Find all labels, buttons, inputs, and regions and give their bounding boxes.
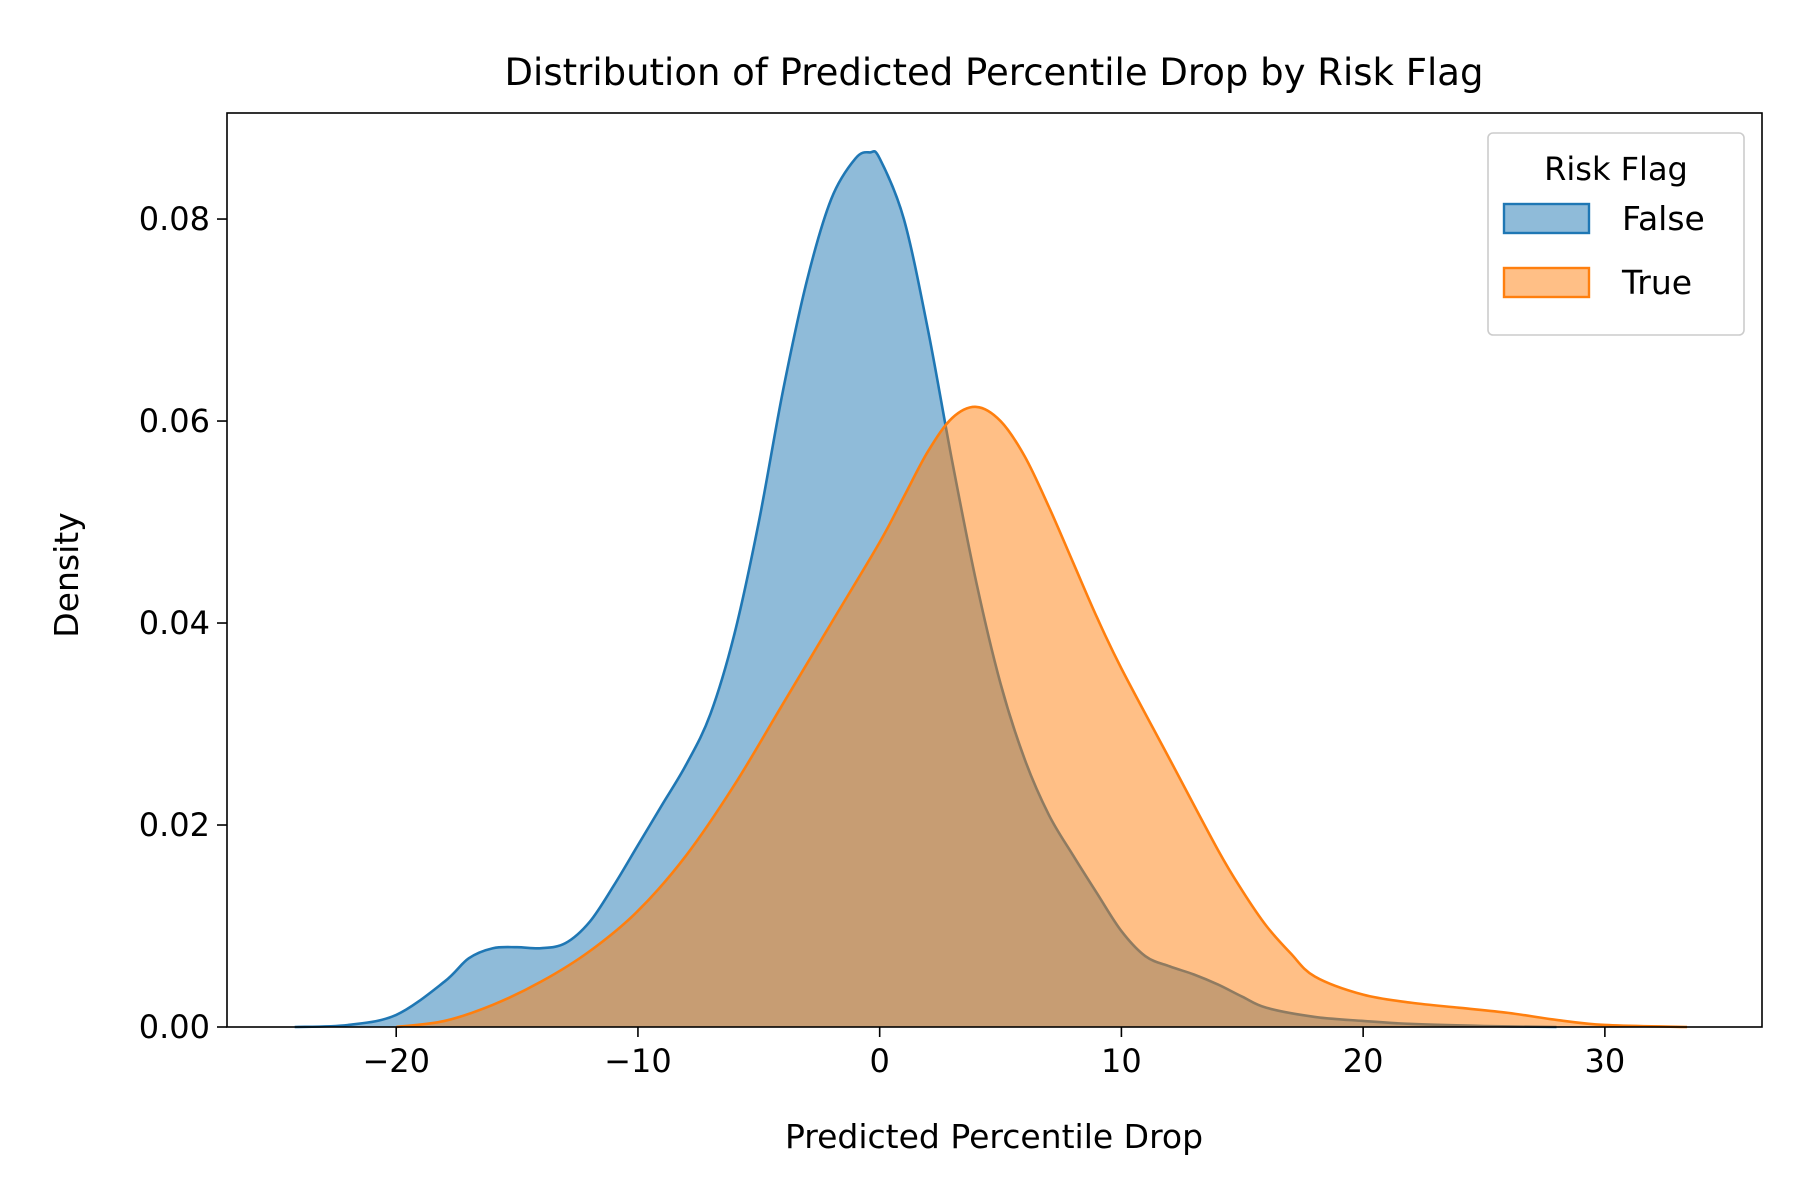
x-tick-label: −20 xyxy=(362,1042,430,1080)
legend-label-true: True xyxy=(1621,263,1692,302)
x-tick-label: 0 xyxy=(869,1042,889,1080)
y-tick-label: 0.04 xyxy=(139,604,210,642)
legend: Risk Flag False True xyxy=(1487,132,1745,336)
legend-title: Risk Flag xyxy=(1544,150,1688,188)
plot-frame xyxy=(226,112,1763,1028)
x-tick-label: 10 xyxy=(1101,1042,1142,1080)
series-layer xyxy=(294,149,1688,1029)
y-tick-label: 0.02 xyxy=(139,806,210,844)
x-tick-label: 20 xyxy=(1343,1042,1384,1080)
y-tick-label: 0.08 xyxy=(139,200,210,238)
x-axis-label: Predicted Percentile Drop xyxy=(785,1117,1203,1156)
legend-swatch-true xyxy=(1502,266,1591,299)
chart-title: Distribution of Predicted Percentile Dro… xyxy=(505,51,1484,94)
x-tick-label: 30 xyxy=(1585,1042,1626,1080)
x-tick-label: −10 xyxy=(604,1042,672,1080)
series-area-true xyxy=(396,406,1688,1027)
y-axis-label: Density xyxy=(47,512,86,637)
series-line-true xyxy=(396,405,1688,1029)
y-tick-label: 0.06 xyxy=(139,402,210,440)
legend-label-false: False xyxy=(1622,199,1705,238)
y-tick-label: 0.00 xyxy=(139,1008,210,1046)
legend-swatch-false xyxy=(1502,202,1591,235)
axes-layer: −20 −10 0 10 20 30 0.00 0.02 0.04 0.06 0.08 xyxy=(139,200,1625,1080)
